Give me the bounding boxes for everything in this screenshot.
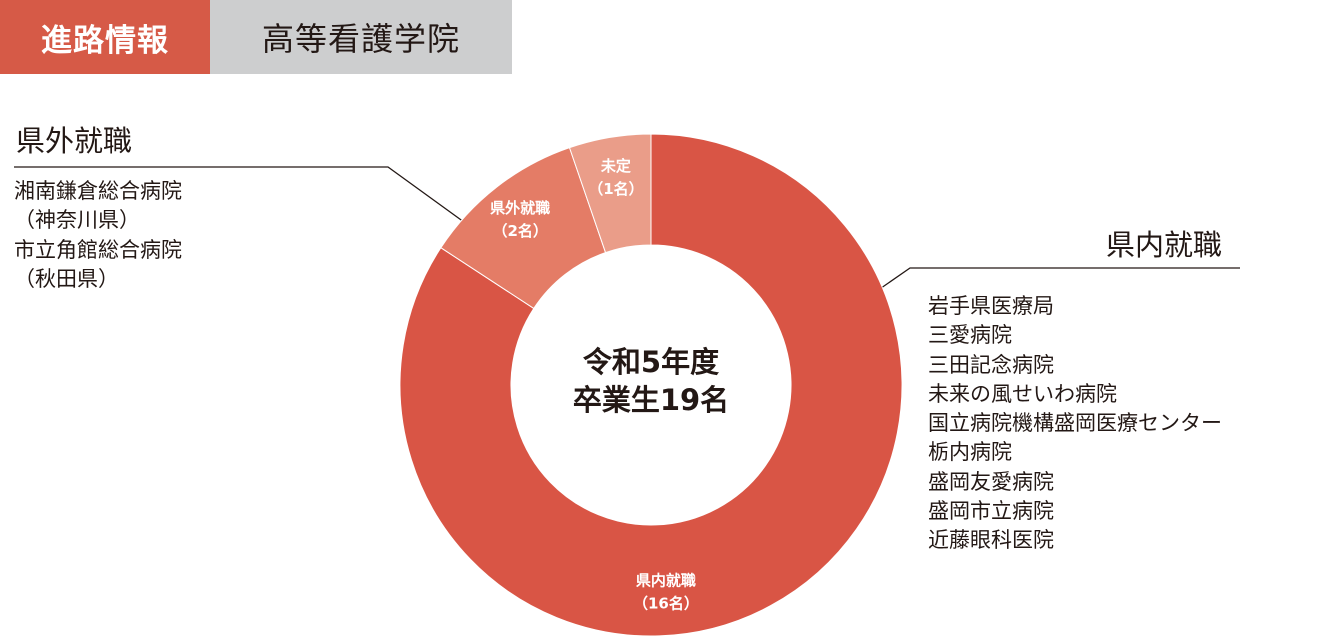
list-item: 国立病院機構盛岡医療センター	[928, 411, 1222, 436]
list-item: 湘南鎌倉総合病院 （神奈川県）	[14, 177, 182, 236]
center-label-line-2: 卒業生19名	[573, 383, 729, 417]
inside-employment-list: 岩手県医療局 三愛病院 三田記念病院 未来の風せいわ病院 国立病院機構盛岡医療セ…	[928, 292, 1222, 556]
section-tag: 進路情報	[0, 0, 210, 74]
donut-hole	[511, 245, 791, 525]
prefecture-label: （神奈川県）	[14, 208, 140, 233]
list-item: 盛岡市立病院	[928, 499, 1054, 524]
hospital-name: 湘南鎌倉総合病院	[14, 179, 182, 203]
list-item: 三愛病院	[928, 323, 1012, 348]
slice-label: 未定	[600, 157, 631, 175]
inside-employment-heading: 県内就職	[1106, 228, 1223, 262]
slice-count-label: （1名）	[588, 180, 643, 198]
list-item: 近藤眼科医院	[928, 528, 1054, 553]
prefecture-label: （秋田県）	[14, 266, 119, 291]
slice-label: 県外就職	[490, 199, 550, 217]
slice-label: 県内就職	[636, 571, 696, 589]
list-item: 栃内病院	[928, 440, 1012, 465]
list-item: 岩手県医療局	[928, 294, 1054, 318]
hospital-name: 市立角館総合病院	[14, 237, 182, 262]
list-item: 市立角館総合病院 （秋田県）	[14, 236, 182, 295]
school-name: 高等看護学院	[210, 0, 512, 74]
slice-count-label: （16名）	[633, 594, 699, 612]
outside-employment-heading: 県外就職	[16, 124, 133, 158]
list-item: 三田記念病院	[928, 352, 1054, 377]
outside-leader-line	[14, 166, 487, 239]
list-item: 盛岡友愛病院	[928, 469, 1054, 494]
outside-employment-list: 湘南鎌倉総合病院 （神奈川県） 市立角館総合病院 （秋田県）	[14, 177, 182, 294]
list-item: 未来の風せいわ病院	[928, 381, 1117, 406]
slice-count-label: （2名）	[492, 222, 547, 240]
center-label-line-1: 令和5年度	[583, 345, 719, 379]
